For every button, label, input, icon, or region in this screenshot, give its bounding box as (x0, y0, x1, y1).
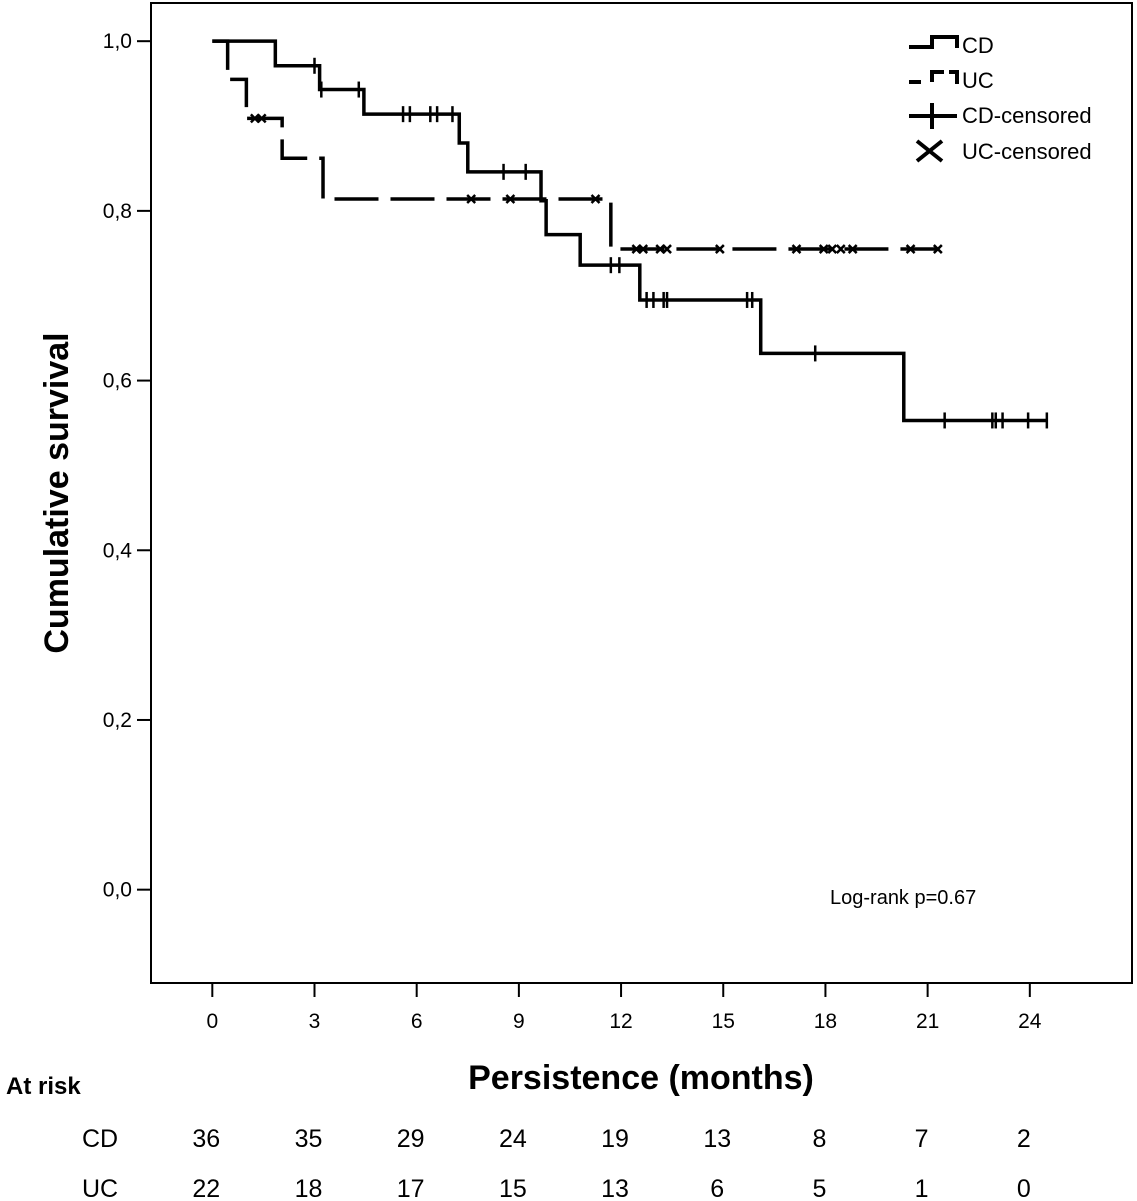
y-tick-label: 0,4 (103, 539, 133, 562)
at-risk-value: 7 (915, 1125, 929, 1153)
y-tick-label: 0,2 (103, 709, 132, 732)
at-risk-value: 2 (1017, 1125, 1031, 1153)
legend-cd-label: CD (962, 33, 994, 58)
at-risk-value: 13 (703, 1125, 731, 1153)
uc-censor-mark (638, 244, 649, 254)
at-risk-value: 17 (397, 1175, 425, 1201)
legend-cd-censored-swatch (909, 103, 957, 129)
series-uc-curve (212, 39, 938, 251)
annotation-logrank: Log-rank p=0.67 (830, 887, 976, 909)
x-tick-label: 6 (411, 1010, 423, 1033)
at-risk-value: 8 (812, 1125, 826, 1153)
x-tick-label: 0 (206, 1010, 218, 1033)
at-risk-value: 0 (1017, 1175, 1031, 1201)
uc-censor-mark (827, 244, 838, 254)
at-risk-value: 18 (295, 1175, 323, 1201)
uc-censor-mark (932, 244, 943, 254)
x-tick-label: 24 (1018, 1010, 1042, 1033)
legend-cd-censored-label: CD-censored (962, 103, 1092, 128)
y-tick-label: 0,0 (103, 879, 132, 902)
x-axis-title: Persistence (months) (468, 1059, 814, 1097)
at-risk-value: 36 (192, 1125, 220, 1153)
plot-frame (150, 2, 1133, 984)
x-tick-label: 12 (609, 1010, 632, 1033)
at-risk-title: At risk (6, 1073, 81, 1100)
legend-uc-censored-label: UC-censored (962, 139, 1092, 164)
x-tick-label: 15 (712, 1010, 735, 1033)
uc-censor-mark (505, 194, 516, 204)
at-risk-value: 5 (812, 1175, 826, 1201)
at-risk-row-label: CD (82, 1125, 118, 1153)
at-risk-value: 15 (499, 1175, 527, 1201)
legend-uc-label: UC (962, 68, 994, 93)
at-risk-value: 29 (397, 1125, 425, 1153)
at-risk-value: 24 (499, 1125, 527, 1153)
series-cd-curve (212, 39, 1047, 423)
at-risk-value: 13 (601, 1175, 629, 1201)
legend-uc-censored-swatch (915, 139, 944, 163)
at-risk-value: 1 (915, 1175, 929, 1201)
y-axis-title: Cumulative survival (38, 332, 76, 653)
legend-uc-swatch (909, 70, 959, 84)
uc-censor-mark (905, 244, 916, 254)
x-tick-label: 3 (309, 1010, 321, 1033)
at-risk-value: 6 (710, 1175, 724, 1201)
uc-censor-mark (466, 194, 477, 204)
y-axis: 0,0 0,2 0,4 0,6 0,8 1,0 (103, 30, 151, 902)
y-tick-label: 0,8 (103, 200, 132, 223)
at-risk-row-label: UC (82, 1175, 118, 1201)
x-axis: 0 3 6 9 12 15 18 21 24 (206, 983, 1042, 1033)
legend-cd-swatch (909, 35, 959, 49)
x-tick-label: 9 (513, 1010, 525, 1033)
x-tick-label: 18 (814, 1010, 837, 1033)
uc-censor-mark (835, 244, 846, 254)
y-tick-label: 0,6 (103, 370, 132, 393)
uc-censor-mark (847, 244, 858, 254)
at-risk-value: 35 (295, 1125, 323, 1153)
uc-censor-mark (818, 244, 829, 254)
legend: CD UC CD-censored UC-censored (909, 33, 1092, 164)
y-tick-label: 1,0 (103, 30, 132, 53)
at-risk-value: 22 (192, 1175, 220, 1201)
x-tick-label: 21 (916, 1010, 939, 1033)
survival-curves (212, 39, 1047, 423)
uc-censor-mark (714, 244, 725, 254)
uc-censor-mark (590, 194, 601, 204)
uc-censor-mark (256, 113, 267, 124)
at-risk-table: At risk CD 36 35 29 24 19 13 8 7 2 UC 22 18 17 15 13 6 5 1… (6, 1073, 1031, 1201)
at-risk-value: 19 (601, 1125, 629, 1153)
censor-marks (250, 57, 1049, 429)
uc-censor-mark (791, 244, 802, 254)
uc-censor-mark (662, 244, 672, 254)
